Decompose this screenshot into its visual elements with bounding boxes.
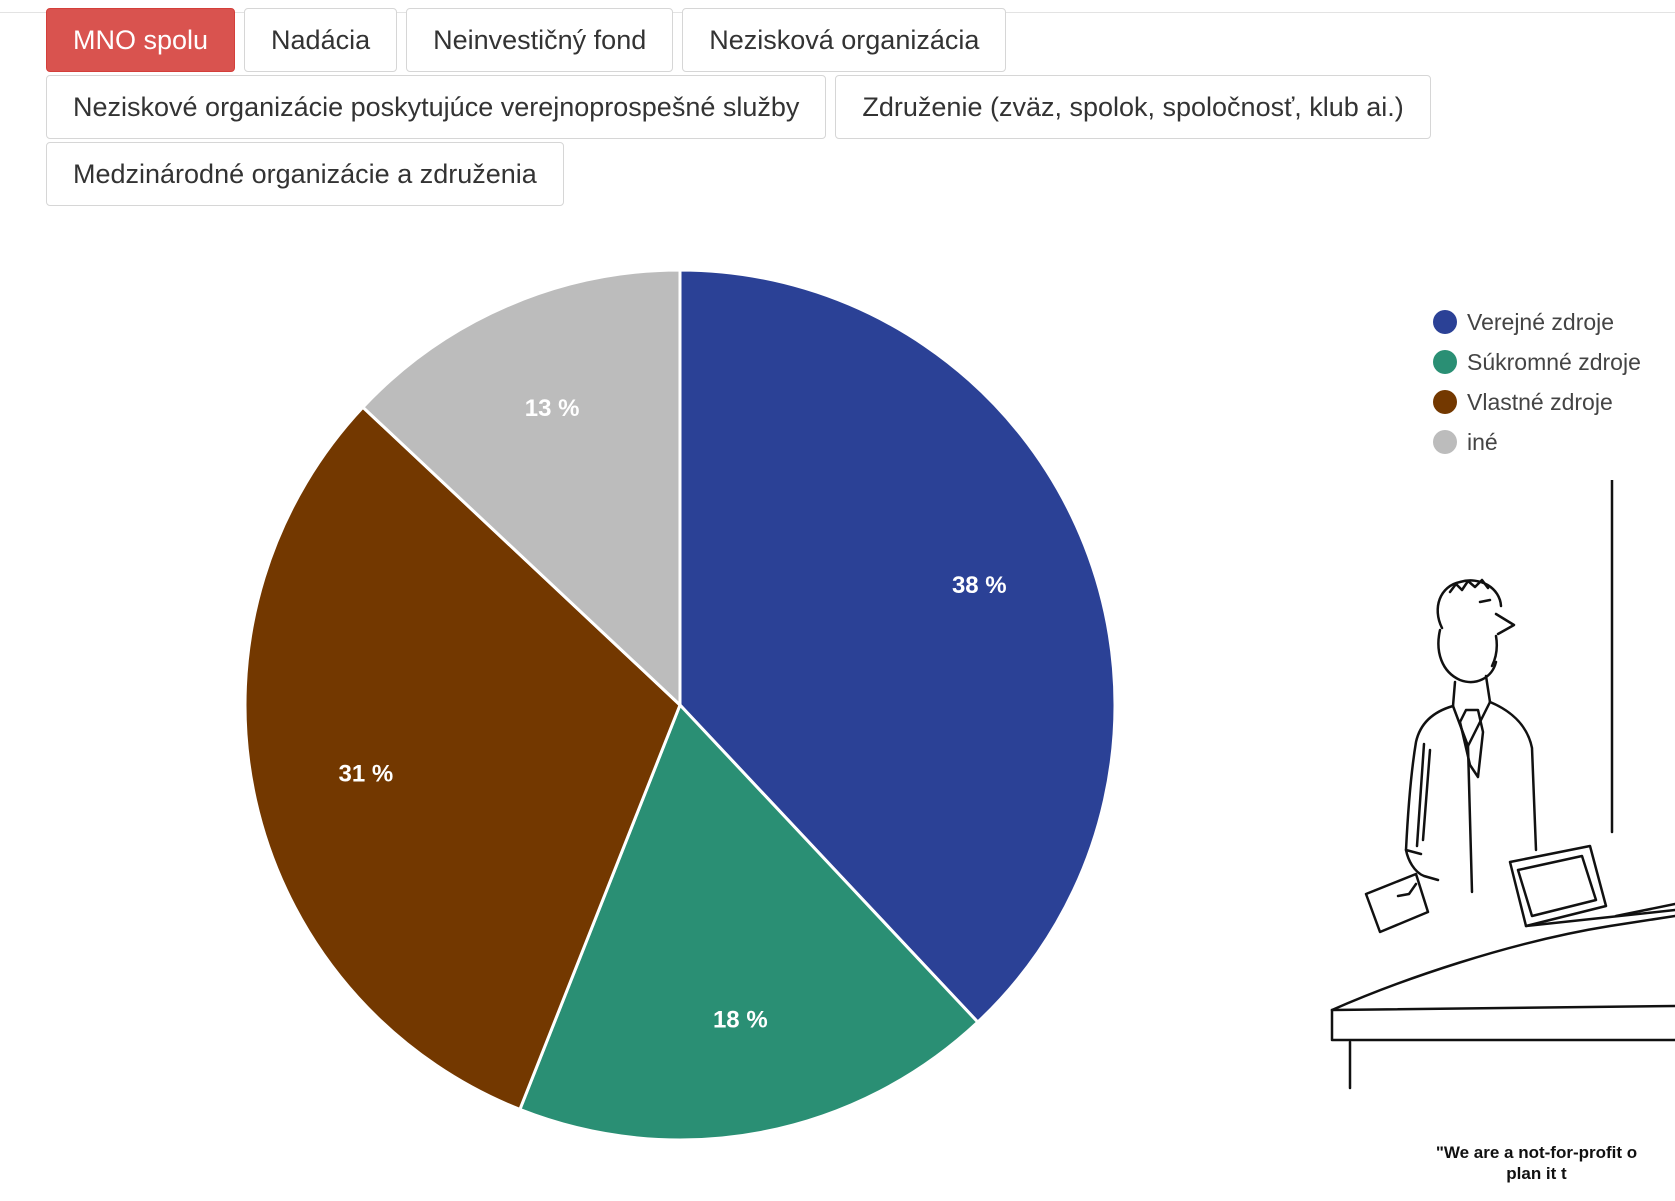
funding-sources-pie-chart: 38 % 18 % 31 % 13 % <box>243 270 1117 1142</box>
legend-item-vlastne-zdroje[interactable]: Vlastné zdroje <box>1433 382 1641 422</box>
tab-verejnoprospesne-sluzby[interactable]: Neziskové organizácie poskytujúce verejn… <box>46 75 827 139</box>
legend-label: Verejné zdroje <box>1467 308 1615 335</box>
data-label-súkromné-zdroje: 18 % <box>713 1007 768 1034</box>
tab-zdruzenie[interactable]: Združenie (zväz, spolok, spoločnosť, klu… <box>835 75 1431 139</box>
legend-item-ine[interactable]: iné <box>1433 422 1641 462</box>
pie-slice-verejné-zdroje[interactable] <box>678 270 1117 1025</box>
tab-row-2: Neziskové organizácie poskytujúce verejn… <box>46 75 1440 139</box>
legend-swatch <box>1433 310 1457 334</box>
tab-neinvesticny-fond[interactable]: Neinvestičný fond <box>406 8 674 72</box>
tab-nadacia[interactable]: Nadácia <box>244 8 398 72</box>
tab-neziskova-organizacia[interactable]: Nezisková organizácia <box>682 8 1007 72</box>
chart-legend: Verejné zdroje Súkromné zdroje Vlastné z… <box>1433 302 1641 462</box>
pie-slice-súkromné-zdroje[interactable] <box>517 702 980 1142</box>
legend-swatch <box>1433 350 1457 374</box>
legend-swatch <box>1433 430 1457 454</box>
legend-label: Súkromné zdroje <box>1467 348 1641 375</box>
legend-swatch <box>1433 390 1457 414</box>
cartoon-caption: "We are a not-for-profit o plan it t <box>1435 1143 1638 1183</box>
data-label-iné: 13 % <box>525 395 580 422</box>
pie-slice-vlastné-zdroje[interactable] <box>243 405 682 1112</box>
data-label-verejné-zdroje: 38 % <box>952 572 1007 599</box>
legend-label: Vlastné zdroje <box>1467 388 1613 415</box>
tab-medzinarodne-organizacie[interactable]: Medzinárodné organizácie a združenia <box>46 142 564 206</box>
tab-row-3: Medzinárodné organizácie a združenia <box>46 142 573 206</box>
data-label-vlastné-zdroje: 31 % <box>339 761 394 788</box>
tab-row-1: MNO spolu Nadácia Neinvestičný fond Nezi… <box>46 8 1015 72</box>
legend-item-verejne-zdroje[interactable]: Verejné zdroje <box>1433 302 1641 342</box>
cartoon-illustration <box>1330 480 1675 1090</box>
pie-slice-iné[interactable] <box>360 270 682 709</box>
legend-item-sukromne-zdroje[interactable]: Súkromné zdroje <box>1433 342 1641 382</box>
tab-mno-spolu[interactable]: MNO spolu <box>46 8 236 72</box>
legend-label: iné <box>1467 428 1498 455</box>
